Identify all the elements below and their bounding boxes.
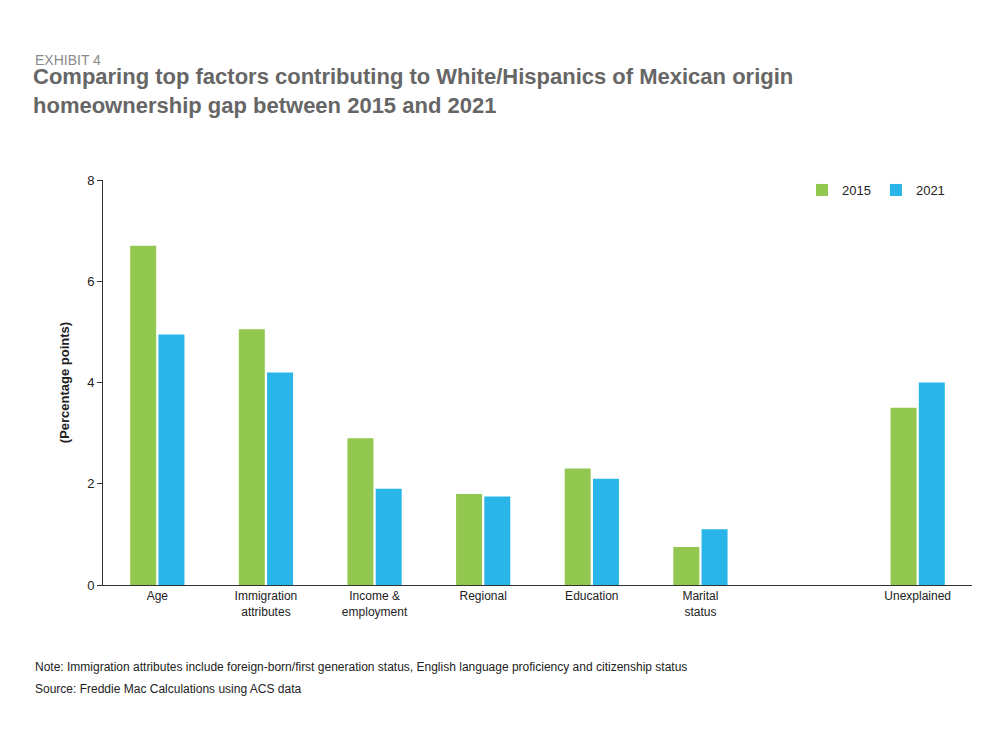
svg-text:Regional: Regional xyxy=(460,589,507,603)
svg-text:Maritalstatus: Maritalstatus xyxy=(682,589,718,619)
svg-text:Note: Immigration attributes i: Note: Immigration attributes include for… xyxy=(35,660,687,674)
svg-text:Income &employment: Income &employment xyxy=(342,589,408,619)
svg-text:EXHIBIT 4: EXHIBIT 4 xyxy=(35,52,101,68)
svg-text:2021: 2021 xyxy=(916,183,945,198)
svg-text:Age: Age xyxy=(147,589,169,603)
svg-text:6: 6 xyxy=(87,274,94,289)
svg-text:2015: 2015 xyxy=(842,183,871,198)
svg-text:4: 4 xyxy=(87,375,94,390)
svg-text:Comparing top factors contribu: Comparing top factors contributing to Wh… xyxy=(33,64,793,118)
svg-text:Source: Freddie Mac Calculatio: Source: Freddie Mac Calculations using A… xyxy=(35,682,301,696)
svg-text:Immigrationattributes: Immigrationattributes xyxy=(235,589,298,619)
svg-text:(Percentage points): (Percentage points) xyxy=(57,322,72,443)
svg-text:8: 8 xyxy=(87,173,94,188)
svg-text:Unexplained: Unexplained xyxy=(884,589,951,603)
svg-text:Education: Education xyxy=(565,589,618,603)
svg-text:0: 0 xyxy=(87,578,94,593)
svg-text:2: 2 xyxy=(87,476,94,491)
